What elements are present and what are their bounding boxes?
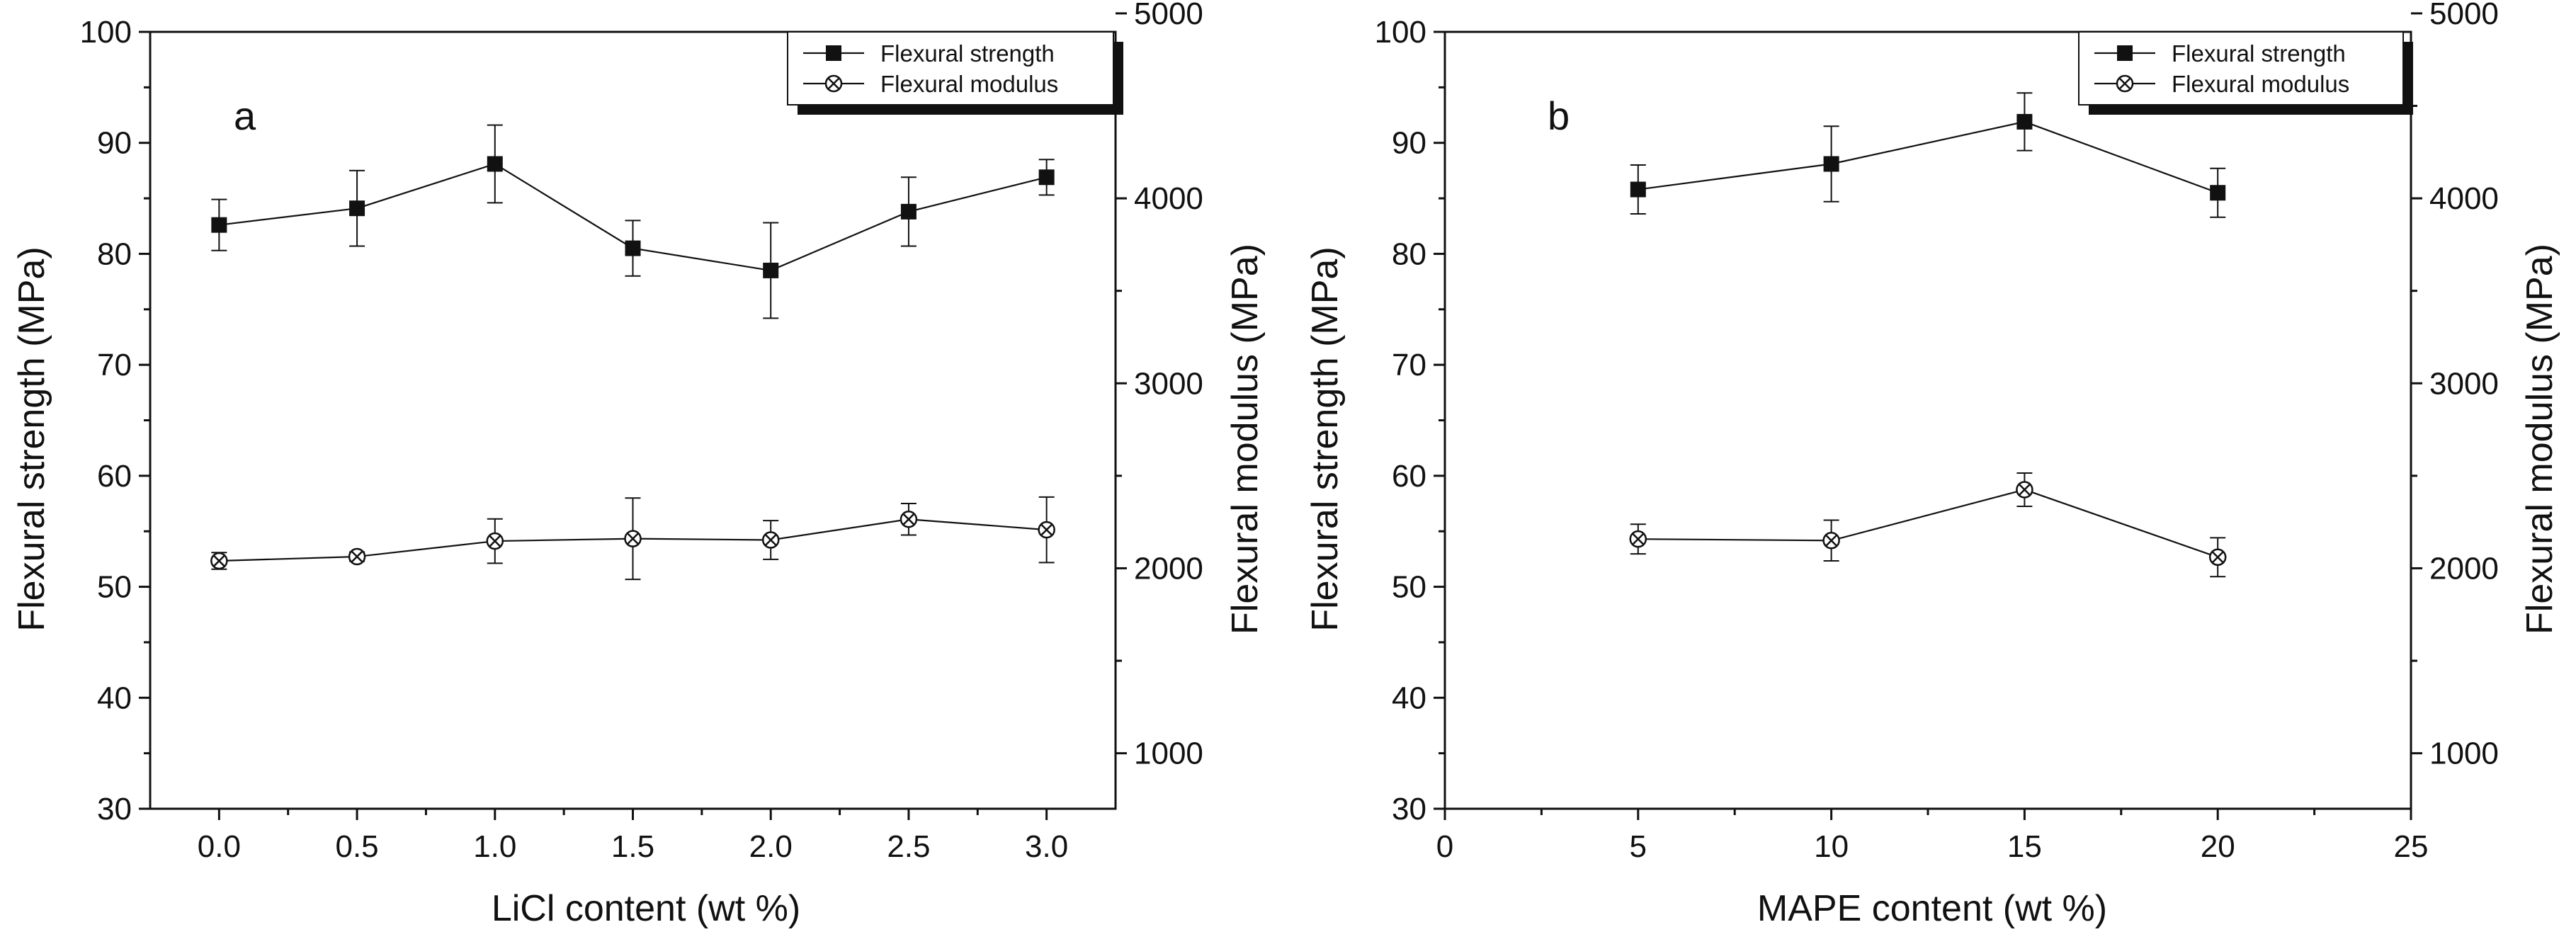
panel-a-legend-modulus-marker — [824, 74, 843, 93]
panel-a-modulus-point — [486, 532, 504, 550]
panel-a-x-tick-label: 1.0 — [473, 829, 516, 864]
panel-a-legend-modulus-label: Flexural modulus — [880, 71, 1058, 97]
panel-a-strength-point — [763, 262, 779, 278]
panel-b-right-y-tick-label: 5000 — [2429, 0, 2499, 31]
panel-b-modulus-point — [1629, 530, 1647, 548]
panel-a-x-axis-title: LiCl content (wt %) — [492, 888, 800, 929]
panel-b-legend-strength-marker — [2117, 45, 2133, 61]
panel-a-strength-point — [487, 156, 503, 172]
panel-b-x-axis-title: MAPE content (wt %) — [1757, 888, 2107, 929]
panel-a-legend-modulus-marker-cross — [827, 77, 840, 90]
panel-a-right-axis-title: Flexural modulus (MPa) — [1225, 244, 1266, 635]
panel-a-strength-point — [1038, 169, 1055, 186]
panel-a-left-y-tick-label: 100 — [80, 15, 132, 50]
panel-a-left-y-tick-label: 70 — [97, 348, 132, 382]
panel-b-right-y-tick-label: 4000 — [2429, 181, 2499, 216]
panel-a-modulus-point-cross — [489, 535, 501, 547]
panel-a-legend-strength-label: Flexural strength — [880, 40, 1055, 67]
panel-b: b MAPE content (wt %) Flexural strength … — [1305, 0, 2560, 929]
panel-a-modulus-point-cross — [902, 513, 915, 525]
panel-b-left-y-tick-label: 30 — [1392, 792, 1426, 826]
panel-b-x-tick-label: 0 — [1436, 829, 1453, 864]
panel-b-modulus-point — [1822, 532, 1840, 550]
panel-b-modulus-point-cross — [1632, 533, 1645, 545]
panel-a-left-y-tick-label: 80 — [97, 237, 132, 271]
panel-a-strength-point — [900, 203, 917, 220]
panel-b-legend-modulus-marker — [2116, 74, 2134, 93]
panel-a-modulus-point-cross — [626, 532, 640, 545]
panel-a-label: a — [234, 93, 256, 138]
panel-b-left-y-tick-label: 60 — [1392, 459, 1426, 494]
panel-a-legend-strength-marker — [826, 45, 841, 61]
panel-a-left-y-tick-label: 30 — [97, 792, 132, 826]
panel-b-label: b — [1548, 93, 1570, 138]
panel-b-legend-modulus-marker-cross — [2118, 77, 2131, 90]
panel-b-modulus-point-cross — [1825, 534, 1838, 547]
panel-b-plot-frame — [1443, 30, 2412, 810]
panel-b-modulus-line — [1638, 489, 2218, 558]
panel-a-strength-point — [211, 217, 227, 233]
panel-a-modulus-point-cross — [764, 533, 777, 547]
panel-a-left-y-tick-label: 90 — [97, 126, 132, 161]
panel-b-legend-modulus-label: Flexural modulus — [2172, 71, 2349, 97]
panel-a-right-y-tick-label: 3000 — [1134, 366, 1203, 401]
panel-a-plot-frame — [149, 30, 1117, 810]
panel-b-left-y-tick-label: 40 — [1392, 681, 1426, 715]
panel-a: a LiCl content (wt %) Flexural strength … — [11, 0, 1266, 929]
panel-b-strength-point — [2210, 185, 2226, 201]
panel-a-modulus-point — [900, 510, 918, 528]
panel-a-x-tick-label: 0.5 — [335, 829, 378, 864]
panel-b-left-y-tick-label: 90 — [1392, 126, 1426, 161]
panel-b-strength-line — [1638, 120, 2218, 194]
panel-b-right-y-tick-label: 1000 — [2429, 737, 2499, 771]
panel-b-legend-strength-label: Flexural strength — [2172, 40, 2346, 67]
panel-b-strength-point — [1823, 156, 1839, 172]
panel-b-right-axis-title: Flexural modulus (MPa) — [2519, 244, 2560, 635]
panel-b-left-axis-title: Flexural strength (MPa) — [1305, 246, 1346, 631]
panel-a-modulus-point-cross — [212, 555, 226, 567]
panel-a-right-y-tick-label: 2000 — [1134, 551, 1203, 586]
panel-b-x-tick-label: 20 — [2201, 829, 2235, 864]
panel-b-x-tick-label: 25 — [2394, 829, 2429, 864]
panel-a-x-tick-label: 3.0 — [1025, 829, 1068, 864]
panel-b-modulus-point-cross — [2018, 483, 2031, 496]
panel-a-modulus-point-cross — [351, 550, 363, 563]
panel-b-strength-point — [2016, 113, 2033, 130]
panel-a-right-y-tick-label: 4000 — [1134, 181, 1203, 216]
panel-b-modulus-point — [2208, 548, 2227, 567]
panel-a-modulus-point — [761, 531, 780, 549]
panel-b-right-y-tick-label: 2000 — [2429, 551, 2499, 586]
panel-b-left-y-tick-label: 50 — [1392, 570, 1426, 605]
panel-a-left-y-tick-label: 50 — [97, 570, 132, 605]
panel-a-modulus-point — [1038, 521, 1055, 539]
panel-b-x-tick-label: 5 — [1630, 829, 1647, 864]
panel-a-modulus-point — [624, 530, 642, 547]
panel-b-modulus-point — [2016, 481, 2033, 499]
panel-a-modulus-point — [348, 547, 366, 566]
panel-a-left-y-tick-label: 60 — [97, 459, 132, 494]
panel-b-strength-point — [1630, 181, 1646, 198]
panel-a-strength-point — [349, 200, 365, 217]
panel-a-modulus-point — [210, 552, 228, 570]
panel-a-left-axis-title: Flexural strength (MPa) — [11, 246, 52, 631]
panel-b-left-y-tick-label: 70 — [1392, 348, 1426, 382]
panel-a-strength-point — [625, 240, 641, 256]
panel-b-left-y-tick-label: 100 — [1375, 15, 1426, 50]
panel-a-right-y-tick-label: 5000 — [1134, 0, 1203, 31]
panel-a-x-tick-label: 2.5 — [887, 829, 930, 864]
panel-b-legend-box — [2078, 31, 2404, 106]
panel-b-x-tick-label: 10 — [1814, 829, 1849, 864]
panel-b-x-tick-label: 15 — [2007, 829, 2042, 864]
panel-a-x-tick-label: 1.5 — [611, 829, 654, 864]
panel-b-right-y-tick-label: 3000 — [2429, 366, 2499, 401]
panel-a-legend-box — [787, 31, 1114, 106]
panel-b-left-y-tick-label: 80 — [1392, 237, 1426, 271]
panel-a-left-y-tick-label: 40 — [97, 681, 132, 715]
panel-a-right-y-tick-label: 1000 — [1134, 737, 1203, 771]
panel-a-modulus-point-cross — [1040, 523, 1053, 536]
panel-b-modulus-point-cross — [2211, 551, 2224, 564]
panel-a-x-tick-label: 0.0 — [198, 829, 241, 864]
panel-a-x-tick-label: 2.0 — [749, 829, 793, 864]
